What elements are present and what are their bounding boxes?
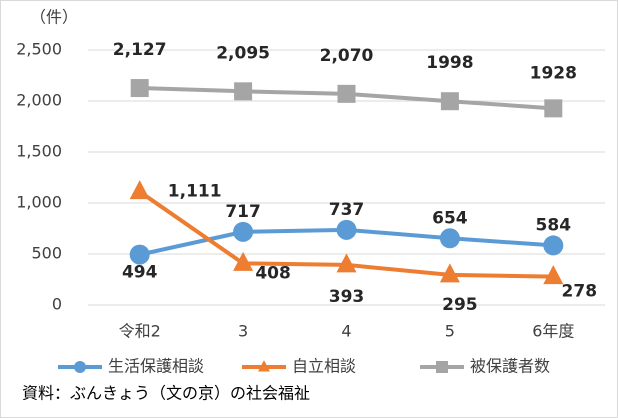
- point-marker: [543, 235, 564, 256]
- point-marker: [440, 92, 459, 111]
- y-tick-label: 500: [31, 244, 62, 263]
- y-tick-label: 1,000: [16, 193, 62, 212]
- value-label: 2,127: [113, 40, 167, 60]
- legend-label: 被保護者数: [470, 357, 550, 376]
- y-tick-label: 2,500: [16, 40, 62, 59]
- legend-marker: [74, 361, 86, 373]
- value-label: 1928: [530, 63, 577, 83]
- point-marker: [337, 84, 356, 103]
- value-label: 654: [432, 208, 468, 228]
- x-tick-label: 4: [341, 322, 351, 341]
- value-label: 278: [562, 282, 598, 302]
- legend-marker: [436, 361, 448, 373]
- point-marker: [129, 244, 150, 265]
- point-marker: [130, 79, 149, 98]
- legend-label: 自立相談: [292, 357, 356, 376]
- value-label: 1998: [426, 53, 473, 73]
- y-tick-label: 0: [52, 295, 62, 314]
- x-tick-label: 6年度: [532, 322, 574, 341]
- point-marker: [543, 265, 564, 285]
- value-label: 1,111: [168, 182, 222, 202]
- y-tick-label: 2,000: [16, 91, 62, 110]
- x-tick-label: 3: [238, 322, 248, 341]
- value-label: 2,070: [320, 46, 374, 66]
- point-marker: [336, 253, 357, 273]
- point-marker: [439, 263, 460, 283]
- value-label: 2,095: [216, 43, 270, 63]
- point-marker: [544, 99, 563, 118]
- legend-label: 生活保護相談: [108, 357, 204, 376]
- source-note: 資料：ぶんきょう（文の京）の社会福祉: [22, 384, 310, 403]
- y-tick-label: 1,500: [16, 142, 62, 161]
- unit-label: （件）: [30, 8, 78, 27]
- value-label: 408: [255, 263, 291, 283]
- value-label: 717: [225, 202, 261, 222]
- point-marker: [336, 219, 357, 240]
- x-tick-label: 5: [445, 322, 455, 341]
- point-marker: [233, 251, 254, 271]
- point-marker: [439, 228, 460, 249]
- value-label: 295: [442, 295, 478, 315]
- legend-marker: [258, 360, 270, 372]
- value-label: 393: [329, 287, 365, 307]
- x-tick-label: 令和2: [119, 322, 161, 341]
- value-label: 494: [122, 263, 158, 283]
- point-marker: [234, 82, 253, 101]
- point-marker: [233, 221, 254, 242]
- value-label: 584: [536, 215, 572, 235]
- value-label: 737: [329, 200, 365, 220]
- point-marker: [129, 180, 150, 200]
